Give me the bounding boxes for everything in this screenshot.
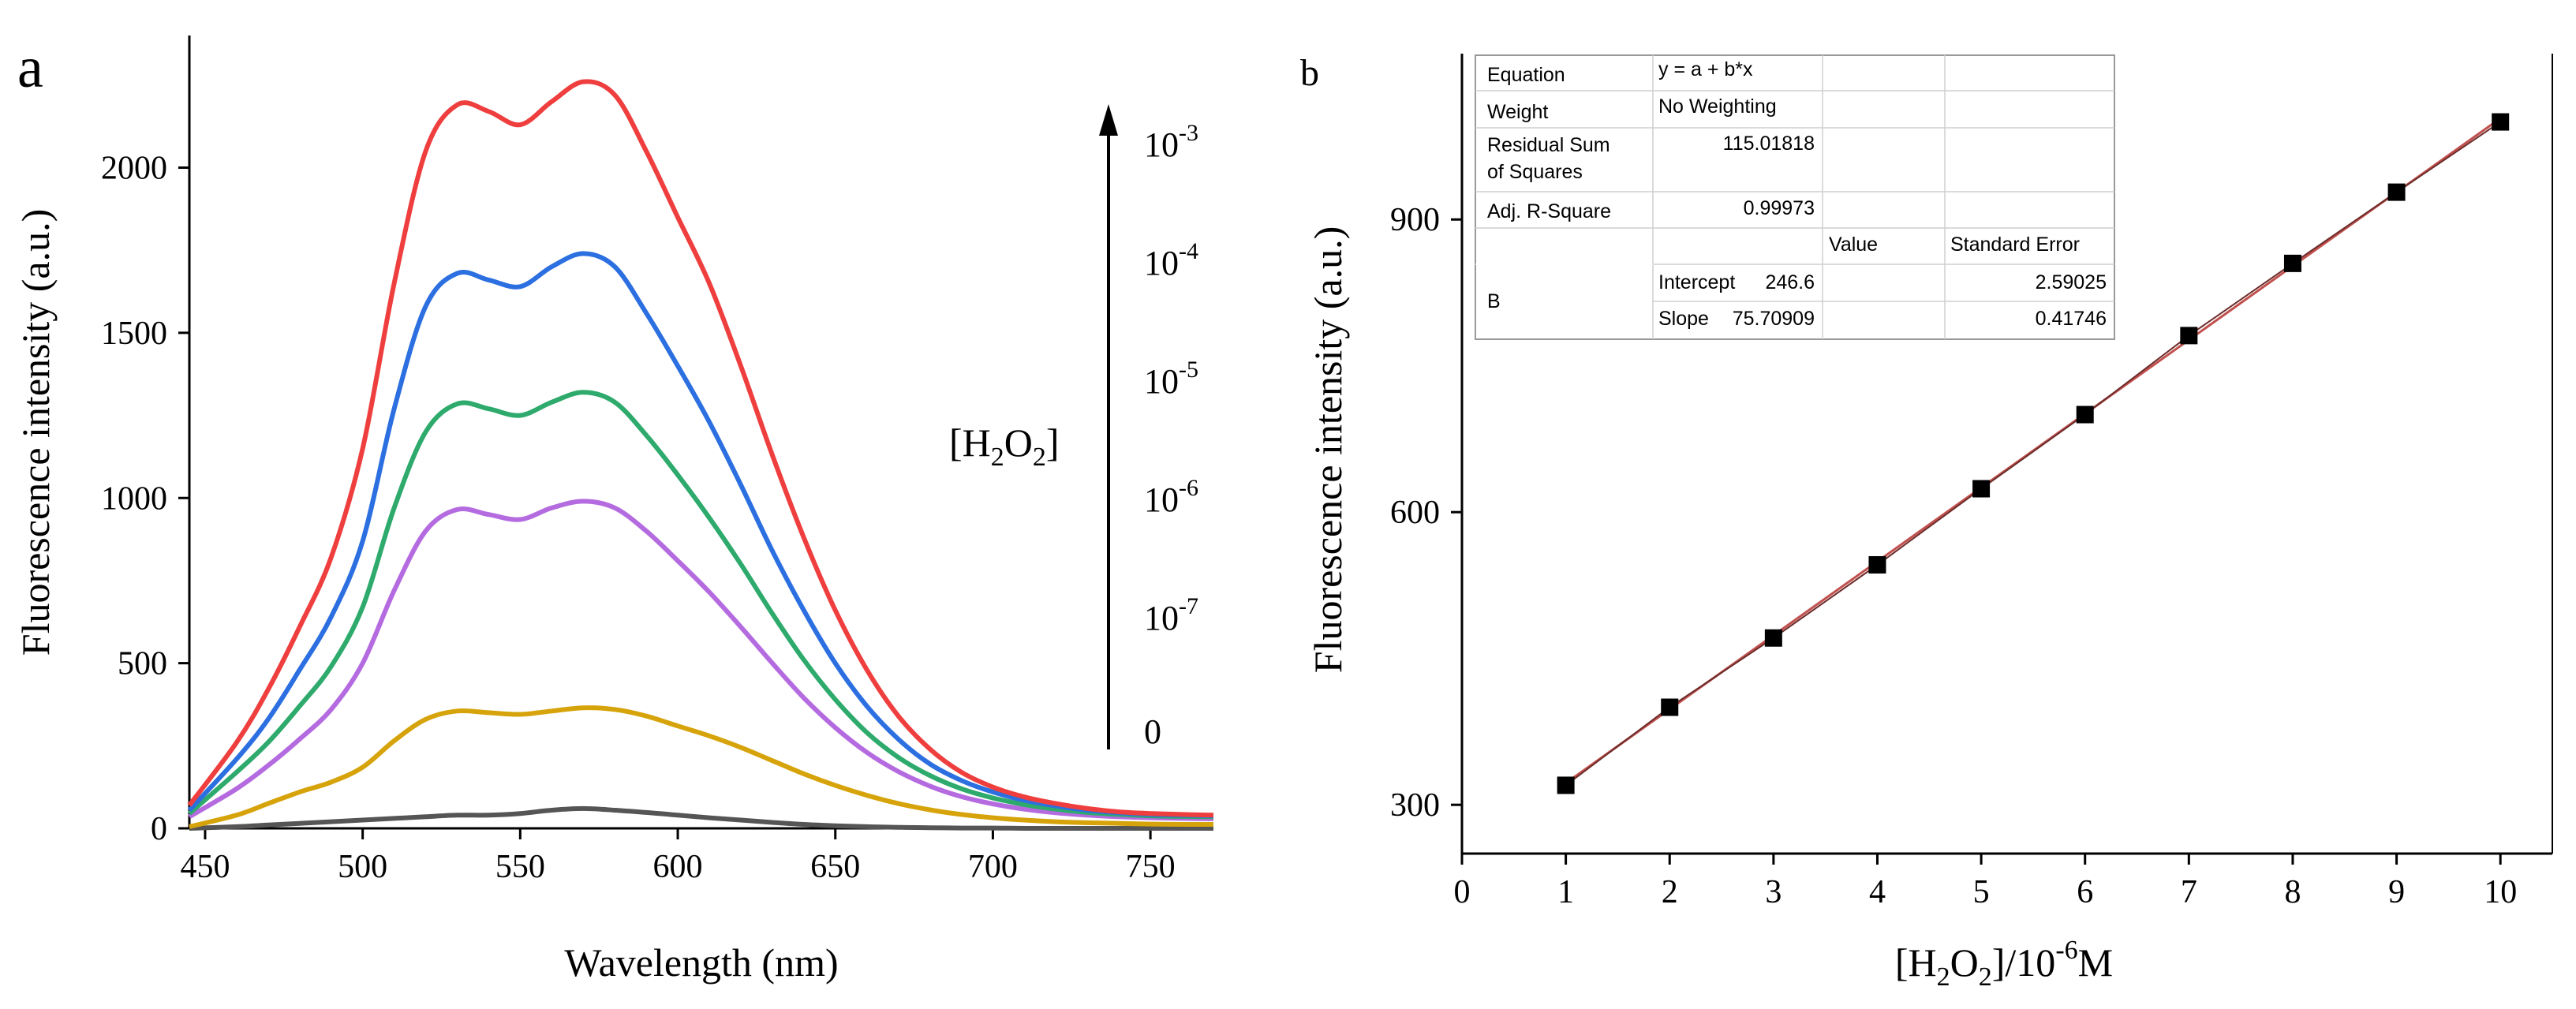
- panel-a-series-line: [189, 805, 1213, 831]
- data-point-marker: [1764, 629, 1782, 647]
- table-col-value: Value: [1829, 234, 1878, 256]
- panel-a-chart: a 450 500 550 600 650 700 750 0 500 1000 1500 2000…: [13, 36, 1214, 985]
- panel-b-chart: b 0 1 2 3 4 5 6 7 8 9 10 300 600 900 [H2O2]/10-6M Fl…: [1300, 52, 2553, 992]
- table-equation-value: y = a + b*x: [1658, 58, 1753, 80]
- panel-b-x-tick-label: 10: [2484, 874, 2517, 910]
- concentration-labels: 10-3 10-4 10-5 10-6 10-7 0: [1144, 120, 1198, 751]
- panel-b-x-tick-label: 9: [2388, 874, 2405, 910]
- table-equation-label: Equation: [1487, 64, 1565, 86]
- table-rss-label-line1: Residual Sum: [1487, 134, 1610, 156]
- data-point-marker: [1661, 698, 1679, 716]
- panel-b-points-group: [1557, 113, 2510, 794]
- data-point-marker: [2492, 113, 2510, 131]
- table-adjr-label: Adj. R-Square: [1487, 200, 1611, 222]
- panel-b-x-tick-label: 7: [2181, 874, 2197, 910]
- panel-a-y-tick-label: 1000: [101, 480, 167, 517]
- panel-b-x-tick-label: 3: [1765, 874, 1782, 910]
- panel-a-series-line: [188, 390, 1214, 820]
- panel-a-y-ticks: 0 500 1000 1500 2000: [101, 151, 189, 847]
- table-intercept-label: Intercept: [1658, 271, 1735, 293]
- concentration-label: 10-3: [1144, 120, 1198, 164]
- panel-a-series-line: [187, 251, 1214, 819]
- panel-b-x-tick-label: 4: [1869, 874, 1886, 910]
- concentration-label: 10-5: [1144, 357, 1198, 401]
- fit-table: Equation y = a + b*x Weight No Weighting…: [1475, 54, 2115, 340]
- panel-a-y-tick-label: 2000: [101, 151, 167, 187]
- data-point-marker: [1868, 555, 1886, 574]
- panel-b-y-tick-label: 300: [1390, 787, 1440, 824]
- panel-a-x-tick-label: 700: [968, 849, 1018, 885]
- concentration-label: 10-4: [1144, 238, 1198, 282]
- data-point-marker: [1557, 776, 1575, 794]
- panel-a-x-tick-label: 750: [1126, 849, 1176, 885]
- table-weight-label: Weight: [1487, 101, 1548, 123]
- concentration-label: 0: [1144, 712, 1161, 751]
- data-point-marker: [2180, 327, 2198, 345]
- table-col-stderr: Standard Error: [1950, 234, 2080, 256]
- panel-a-x-tick-label: 600: [653, 849, 703, 885]
- data-point-marker: [2387, 183, 2406, 201]
- table-slope-label: Slope: [1658, 308, 1709, 330]
- panel-b-x-tick-label: 0: [1454, 874, 1471, 910]
- data-point-marker: [1972, 480, 1991, 498]
- panel-b-y-ticks: 300 600 900: [1390, 202, 1462, 824]
- panel-a-x-tick-label: 500: [338, 849, 387, 885]
- panel-b-x-axis-label: [H2O2]/10-6M: [1895, 936, 2113, 992]
- concentration-label: 10-6: [1144, 475, 1198, 519]
- panel-a-y-tick-label: 0: [151, 811, 167, 847]
- table-group-label: B: [1487, 290, 1501, 312]
- panel-b-x-tick-label: 1: [1557, 874, 1574, 910]
- panel-b-x-tick-label: 5: [1973, 874, 1990, 910]
- panel-a-x-tick-label: 450: [180, 849, 230, 885]
- panel-b-x-ticks: 0 1 2 3 4 5 6 7 8 9 10: [1454, 854, 2517, 910]
- panel-a-series-line: [188, 499, 1214, 821]
- panel-b-label: b: [1300, 52, 1319, 94]
- table-adjr-value: 0.99973: [1744, 197, 1815, 219]
- table-intercept-error: 2.59025: [2036, 271, 2107, 293]
- table-rss-value: 115.01818: [1723, 133, 1815, 155]
- panel-b-y-axis-label: Fluorescence intensity (a.u.): [1306, 226, 1350, 673]
- panel-a-y-tick-label: 1500: [101, 316, 167, 352]
- panel-a-label: a: [17, 36, 43, 100]
- table-rss-label-line2: of Squares: [1487, 161, 1583, 183]
- data-connector-line: [1565, 121, 2501, 787]
- arrow-head-icon: [1099, 104, 1118, 136]
- panel-a-series-line: [189, 705, 1213, 829]
- panel-a-x-tick-label: 550: [495, 849, 545, 885]
- panel-b-fit-group: [1565, 117, 2502, 787]
- table-slope-error: 0.41746: [2036, 308, 2107, 330]
- panel-b-y-tick-label: 900: [1390, 202, 1440, 238]
- table-slope-value: 75.70909: [1733, 308, 1815, 330]
- panel-a-x-axis-label: Wavelength (nm): [564, 940, 838, 985]
- panel-a-y-tick-label: 500: [118, 646, 167, 682]
- panel-a-x-ticks: 450 500 550 600 650 700 750: [180, 828, 1176, 885]
- table-intercept-value: 246.6: [1765, 271, 1815, 293]
- table-weight-value: No Weighting: [1658, 95, 1777, 118]
- panel-b-x-tick-label: 8: [2284, 874, 2301, 910]
- panel-b-x-tick-label: 2: [1662, 874, 1678, 910]
- panel-a-series-group: [187, 79, 1214, 831]
- concentration-label: 10-7: [1144, 593, 1198, 637]
- panel-b-y-tick-label: 600: [1390, 495, 1440, 531]
- panel-a-y-axis-label: Fluorescence intensity (a.u.): [13, 209, 58, 656]
- panel-a-series-line: [187, 79, 1214, 818]
- arrow-label: [H2O2]: [949, 420, 1060, 472]
- data-point-marker: [2076, 405, 2094, 424]
- panel-b-x-tick-label: 6: [2077, 874, 2093, 910]
- data-point-marker: [2283, 254, 2301, 272]
- panel-a-x-tick-label: 650: [810, 849, 860, 885]
